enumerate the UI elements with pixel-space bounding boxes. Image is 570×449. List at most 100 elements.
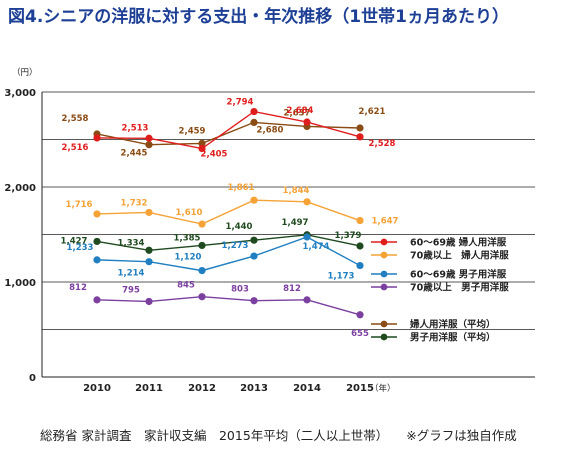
legend-marker — [380, 283, 388, 291]
x-tick-label: 2011 — [135, 383, 163, 394]
data-label: 1,497 — [282, 218, 309, 228]
data-label: 2,405 — [201, 150, 228, 160]
data-point — [356, 242, 364, 250]
y-unit-label: （円） — [12, 67, 38, 78]
y-tick-label: 0 — [29, 373, 36, 384]
data-point — [145, 208, 153, 217]
legend-label: 70歳以上 婦人用洋服 — [410, 250, 509, 262]
data-label: 1,844 — [283, 186, 310, 196]
note-text: ※グラフは独自作成 — [406, 428, 517, 443]
series-line-4 — [96, 121, 361, 146]
data-label: 1,610 — [176, 208, 203, 218]
data-label: 2,528 — [369, 139, 396, 149]
data-label: 1,427 — [61, 236, 88, 246]
legend-label: 60〜69歳 男子用洋服 — [410, 269, 507, 281]
data-point — [198, 139, 206, 147]
data-label: 812 — [69, 283, 87, 293]
data-label: 1,273 — [222, 241, 249, 251]
data-label: 1,732 — [121, 198, 148, 208]
data-label: 2,558 — [62, 114, 89, 124]
data-point — [303, 233, 311, 241]
data-point — [93, 256, 101, 264]
data-label: 2,513 — [122, 123, 149, 133]
data-label: 2,680 — [257, 125, 284, 135]
data-label: 2,621 — [359, 107, 386, 117]
y-tick-label: 3,000 — [4, 88, 36, 99]
data-point — [356, 311, 364, 319]
x-tick-label: 2013 — [240, 383, 268, 394]
data-point — [145, 141, 153, 149]
x-tick-label: 2012 — [188, 383, 216, 394]
data-point — [356, 216, 364, 225]
data-point — [250, 236, 258, 244]
data-point — [198, 267, 206, 275]
data-label: 1,647 — [372, 217, 399, 227]
legend-label: 婦人用洋服（平均） — [409, 319, 496, 331]
data-label: 2,445 — [121, 149, 148, 159]
data-point — [145, 258, 153, 266]
data-label: 1,716 — [66, 200, 93, 210]
data-point — [303, 296, 311, 304]
data-label: 1,379 — [335, 231, 362, 241]
legend-marker — [380, 333, 388, 341]
legend-marker — [380, 270, 388, 278]
data-point — [198, 293, 206, 301]
data-label: 1,214 — [118, 269, 145, 279]
data-point — [250, 252, 258, 260]
chart-title: 図4.シニアの洋服に対する支出・年次推移（1世帯1ヵ月あたり） — [8, 7, 509, 27]
data-label: 2,637 — [284, 108, 311, 118]
data-point — [198, 220, 206, 228]
data-point — [250, 196, 258, 204]
legend-label: 60〜69歳 婦人用洋服 — [410, 237, 507, 249]
data-point — [145, 297, 153, 306]
data-point — [250, 297, 258, 305]
data-label: 1,120 — [175, 253, 202, 263]
data-label: 1,474 — [303, 242, 330, 252]
legend-label: 男子用洋服（平均） — [410, 332, 496, 344]
source-text: 総務省 家計調査 家計収支編 2015年平均（二人以上世帯） — [40, 428, 389, 443]
data-point — [356, 124, 364, 132]
x-tick-label: 2010 — [83, 383, 111, 394]
x-tick-label: 2014 — [293, 383, 321, 394]
legend-label: 70歳以上 男子用洋服 — [410, 282, 509, 294]
data-point — [250, 107, 258, 116]
source-footer: 総務省 家計調査 家計収支編 2015年平均（二人以上世帯） ※グラフは独自作成 — [40, 425, 517, 444]
y-tick-label: 1,000 — [4, 278, 36, 289]
data-point — [303, 118, 311, 126]
x-tick-label: 2015 — [346, 383, 374, 394]
data-point — [356, 261, 364, 270]
legend-marker — [380, 320, 388, 328]
data-label: 812 — [283, 284, 301, 294]
data-label: 1,233 — [67, 243, 94, 253]
series-line-5 — [96, 234, 361, 251]
series-line-2 — [96, 236, 361, 272]
series-line-0 — [96, 110, 361, 150]
data-label: 2,684 — [287, 106, 314, 116]
data-point — [198, 241, 206, 250]
data-point — [145, 134, 153, 142]
data-label: 2,794 — [227, 98, 254, 108]
data-label: 845 — [177, 281, 195, 291]
x-unit-label: （年） — [370, 383, 396, 394]
legend-marker — [380, 238, 388, 246]
data-point — [303, 198, 311, 206]
data-label: 2,459 — [179, 126, 206, 136]
data-label: 1,861 — [228, 183, 255, 193]
series-line-3 — [96, 296, 361, 316]
data-label: 655 — [351, 329, 369, 339]
data-point — [93, 296, 101, 304]
data-label: 1,385 — [174, 233, 201, 243]
data-point — [93, 134, 101, 142]
data-label: 2,516 — [62, 143, 89, 153]
data-point — [250, 118, 258, 126]
series-line-1 — [96, 199, 361, 225]
data-point — [356, 133, 364, 141]
data-label: 1,173 — [328, 272, 355, 282]
y-tick-label: 2,000 — [4, 183, 36, 194]
data-label: 1,440 — [226, 222, 253, 232]
data-point — [93, 210, 101, 218]
data-label: 795 — [122, 285, 140, 295]
data-point — [198, 144, 206, 153]
data-point — [93, 237, 101, 246]
legend-marker — [380, 251, 388, 259]
